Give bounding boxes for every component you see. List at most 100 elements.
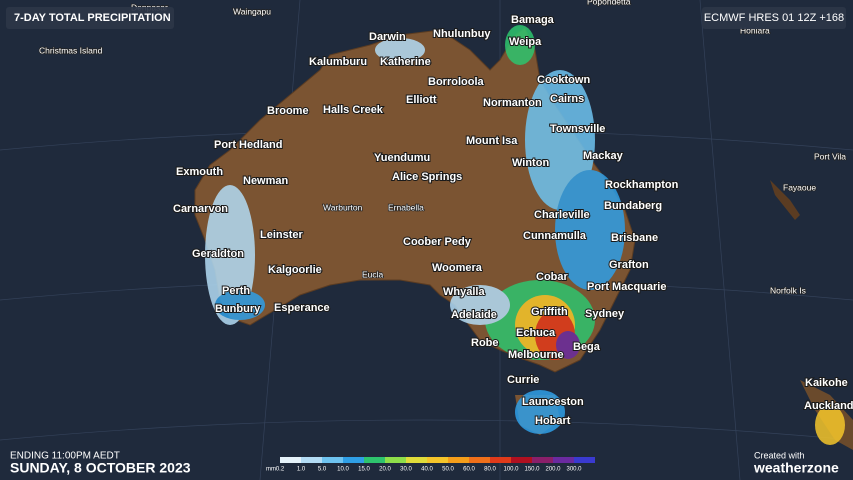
place-label: Melbourne: [508, 349, 564, 361]
place-label: Cooktown: [537, 74, 590, 86]
legend-swatch: [511, 457, 532, 463]
title: 7-DAY TOTAL PRECIPITATION: [14, 12, 171, 24]
place-label: Whyalla: [443, 286, 485, 298]
legend-swatch: [406, 457, 427, 463]
place-label: Alice Springs: [392, 171, 462, 183]
place-label: Nhulunbuy: [433, 28, 491, 40]
place-label: Broome: [267, 105, 309, 117]
place-label: Winton: [512, 157, 549, 169]
ending-label: ENDING 11:00PM AEDT: [10, 451, 120, 462]
legend-label: 50.0: [442, 467, 454, 473]
place-label: Honiara: [740, 25, 770, 35]
place-label: Brisbane: [611, 232, 658, 244]
legend-swatch: [532, 457, 553, 463]
legend-label: 40.0: [421, 467, 433, 473]
place-label: Halls Creek: [323, 104, 384, 116]
legend-label: 1.0: [297, 467, 306, 473]
legend-label: 10.0: [337, 467, 349, 473]
place-label: Esperance: [274, 302, 330, 314]
place-label: Robe: [471, 337, 499, 349]
legend: mm 0.2 1.0 5.0 10.0 15.0 20.0 30.0 40.0 50.0 60.0 8…: [266, 457, 595, 473]
place-label: Eucla: [362, 269, 384, 279]
place-label: Adelaide: [451, 309, 497, 321]
place-label: Port Macquarie: [587, 281, 666, 293]
place-label: Cobar: [536, 271, 569, 283]
place-label: Newman: [243, 175, 289, 187]
legend-label: 100.0: [503, 467, 519, 473]
legend-label: 5.0: [318, 467, 327, 473]
place-label: Ernabella: [388, 202, 424, 212]
place-label: Mount Isa: [466, 135, 518, 147]
legend-swatch: [490, 457, 511, 463]
place-label: Townsville: [550, 123, 605, 135]
brand: weatherzone: [753, 460, 839, 476]
place-label: Griffith: [531, 306, 568, 318]
legend-unit: mm: [266, 467, 276, 473]
legend-label: 15.0: [358, 467, 370, 473]
place-label: Sydney: [585, 308, 625, 320]
legend-swatch: [448, 457, 469, 463]
model-box: [702, 7, 846, 29]
place-label: Popondetta: [587, 0, 631, 6]
place-label: Cairns: [550, 93, 584, 105]
legend-label: 300.0: [566, 467, 582, 473]
place-label: Woomera: [432, 262, 483, 274]
legend-swatch: [385, 457, 406, 463]
place-label: Kalumburu: [309, 56, 367, 68]
model-label: ECMWF HRES 01 12Z +168: [704, 12, 844, 24]
place-label: Geraldton: [192, 248, 244, 260]
place-label: Leinster: [260, 229, 304, 241]
place-label: Normanton: [483, 97, 542, 109]
place-label: Carnarvon: [173, 203, 228, 215]
legend-swatch: [427, 457, 448, 463]
date-label: SUNDAY, 8 OCTOBER 2023: [10, 460, 191, 476]
legend-swatch: [343, 457, 364, 463]
place-label: Bamaga: [511, 14, 555, 26]
legend-label: 0.2: [276, 467, 285, 473]
place-label: Launceston: [522, 396, 584, 408]
legend-swatch: [301, 457, 322, 463]
place-label: Charleville: [534, 209, 590, 221]
place-label: Christmas Island: [39, 45, 103, 55]
title-box: [6, 7, 174, 29]
place-label: Hobart: [535, 415, 571, 427]
created-label: Created with: [754, 450, 805, 460]
legend-label: 200.0: [545, 467, 561, 473]
legend-swatch: [469, 457, 490, 463]
legend-label: 150.0: [524, 467, 540, 473]
place-label: Fayaoue: [783, 182, 816, 192]
place-label: Coober Pedy: [403, 236, 472, 248]
legend-label: 20.0: [379, 467, 391, 473]
place-label: Mackay: [583, 150, 624, 162]
precipitation: [205, 25, 845, 445]
place-label: Darwin: [369, 31, 406, 43]
legend-label: 80.0: [484, 467, 496, 473]
place-label: Katherine: [380, 56, 431, 68]
place-label: Kaikohe: [805, 377, 848, 389]
place-label: Bunbury: [215, 303, 261, 315]
legend-swatch: [364, 457, 385, 463]
legend-swatch: [322, 457, 343, 463]
place-label: Waingapu: [233, 6, 271, 16]
place-label: Rockhampton: [605, 179, 679, 191]
place-label: Elliott: [406, 94, 437, 106]
place-label: Auckland: [804, 400, 853, 412]
place-label: Yuendumu: [374, 152, 430, 164]
place-label: Borroloola: [428, 76, 484, 88]
place-label: Bundaberg: [604, 200, 662, 212]
legend-label: 60.0: [463, 467, 475, 473]
place-label: Port Hedland: [214, 139, 282, 151]
legend-swatch: [280, 457, 301, 463]
place-label: Bega: [573, 341, 601, 353]
place-label: Kalgoorlie: [268, 264, 322, 276]
place-label: Grafton: [609, 259, 649, 271]
place-label: Warburton: [323, 202, 363, 212]
legend-label: 30.0: [400, 467, 412, 473]
place-label: Cunnamulla: [523, 230, 587, 242]
place-label: Perth: [222, 285, 250, 297]
place-label: Exmouth: [176, 166, 223, 178]
legend-swatch: [553, 457, 574, 463]
place-label: Port Vila: [814, 151, 846, 161]
place-label: Echuca: [516, 327, 556, 339]
